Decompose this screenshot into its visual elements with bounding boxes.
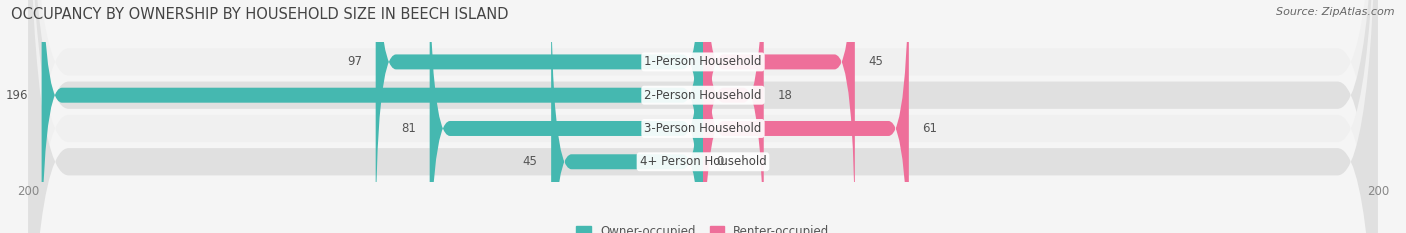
Text: 18: 18 [778, 89, 792, 102]
Text: 81: 81 [401, 122, 416, 135]
FancyBboxPatch shape [703, 0, 855, 233]
FancyBboxPatch shape [28, 0, 1378, 233]
FancyBboxPatch shape [551, 0, 703, 233]
Text: 2-Person Household: 2-Person Household [644, 89, 762, 102]
Text: 196: 196 [6, 89, 28, 102]
FancyBboxPatch shape [28, 0, 1378, 233]
Text: 61: 61 [922, 122, 938, 135]
FancyBboxPatch shape [42, 0, 703, 233]
Text: OCCUPANCY BY OWNERSHIP BY HOUSEHOLD SIZE IN BEECH ISLAND: OCCUPANCY BY OWNERSHIP BY HOUSEHOLD SIZE… [11, 7, 509, 22]
FancyBboxPatch shape [703, 0, 908, 233]
Text: 45: 45 [523, 155, 537, 168]
Text: 97: 97 [347, 55, 363, 69]
Text: 3-Person Household: 3-Person Household [644, 122, 762, 135]
Text: Source: ZipAtlas.com: Source: ZipAtlas.com [1277, 7, 1395, 17]
FancyBboxPatch shape [375, 0, 703, 233]
Legend: Owner-occupied, Renter-occupied: Owner-occupied, Renter-occupied [572, 220, 834, 233]
Text: 0: 0 [717, 155, 724, 168]
Text: 1-Person Household: 1-Person Household [644, 55, 762, 69]
Text: 45: 45 [869, 55, 883, 69]
FancyBboxPatch shape [28, 0, 1378, 233]
FancyBboxPatch shape [703, 0, 763, 233]
Text: 4+ Person Household: 4+ Person Household [640, 155, 766, 168]
FancyBboxPatch shape [430, 0, 703, 233]
FancyBboxPatch shape [28, 0, 1378, 233]
